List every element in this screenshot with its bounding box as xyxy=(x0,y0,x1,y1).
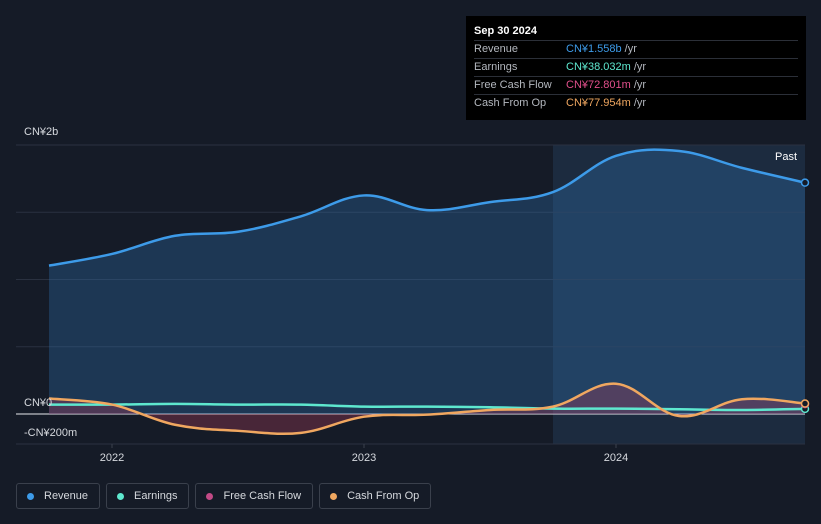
legend-item-revenue[interactable]: Revenue xyxy=(16,483,101,509)
x-tick-label: 2022 xyxy=(100,452,124,464)
tooltip-unit: /yr xyxy=(624,43,637,55)
past-label: Past xyxy=(775,151,797,163)
tooltip-date: Sep 30 2024 xyxy=(474,25,537,37)
legend-label: Free Cash Flow xyxy=(223,490,302,502)
tooltip-unit: /yr xyxy=(633,61,647,73)
free-cash-flow-area xyxy=(49,384,805,435)
legend-item-free-cash-flow[interactable]: Free Cash Flow xyxy=(195,483,314,509)
tooltip-row-cash-from-op: Cash From Op CN¥77.954m /yr xyxy=(474,94,798,112)
tooltip-value: CN¥38.032m xyxy=(566,61,631,73)
data-tooltip: Sep 30 2024 Revenue CN¥1.558b /yr Earnin… xyxy=(466,16,806,120)
x-tick-label: 2023 xyxy=(352,452,376,464)
tooltip-label: Revenue xyxy=(474,43,519,55)
series-lines xyxy=(48,148,806,436)
series-end-markers xyxy=(800,178,810,414)
x-axis-labels: 2022 2023 2024 xyxy=(100,444,628,464)
tooltip-row-revenue: Revenue CN¥1.558b /yr xyxy=(474,40,798,58)
legend-dot-icon xyxy=(330,492,338,500)
chart-grid xyxy=(16,144,805,445)
revenue-area xyxy=(49,149,805,415)
chart-legend: Revenue Earnings Free Cash Flow Cash Fro… xyxy=(16,483,432,511)
tooltip-row-earnings: Earnings CN¥38.032m /yr xyxy=(474,58,798,76)
cash-from-op-end-marker xyxy=(800,399,810,408)
legend-dot-icon xyxy=(117,492,125,500)
earnings-line xyxy=(48,402,806,412)
legend-label: Cash From Op xyxy=(347,490,420,502)
x-tick-label: 2024 xyxy=(604,452,628,464)
tooltip-value: CN¥1.558b xyxy=(566,43,622,55)
cash-from-op-line xyxy=(48,382,806,436)
tooltip-unit: /yr xyxy=(633,79,647,91)
legend-label: Revenue xyxy=(44,490,89,502)
tooltip-label: Free Cash Flow xyxy=(474,79,552,91)
legend-dot-icon xyxy=(206,492,214,500)
y-tick-label: -CN¥200m xyxy=(24,427,77,439)
legend-dot-icon xyxy=(27,492,34,500)
legend-label: Earnings xyxy=(134,490,178,502)
legend-item-cash-from-op[interactable]: Cash From Op xyxy=(319,483,432,509)
series-fills xyxy=(49,149,805,435)
revenue-end-marker xyxy=(800,178,810,187)
tooltip-row-free-cash-flow: Free Cash Flow CN¥72.801m /yr xyxy=(474,76,798,94)
tooltip-label: Earnings xyxy=(474,61,518,73)
revenue-line xyxy=(48,148,806,267)
tooltip-unit: /yr xyxy=(633,97,647,109)
y-tick-label: CN¥0 xyxy=(24,397,52,409)
tooltip-value: CN¥72.801m xyxy=(566,79,631,91)
y-axis-labels: CN¥2b CN¥0 -CN¥200m xyxy=(24,126,77,439)
y-tick-label: CN¥2b xyxy=(24,126,58,138)
past-region-highlight xyxy=(553,145,805,444)
legend-item-earnings[interactable]: Earnings xyxy=(106,483,190,509)
tooltip-value: CN¥77.954m xyxy=(566,97,631,109)
tooltip-label: Cash From Op xyxy=(474,97,547,109)
